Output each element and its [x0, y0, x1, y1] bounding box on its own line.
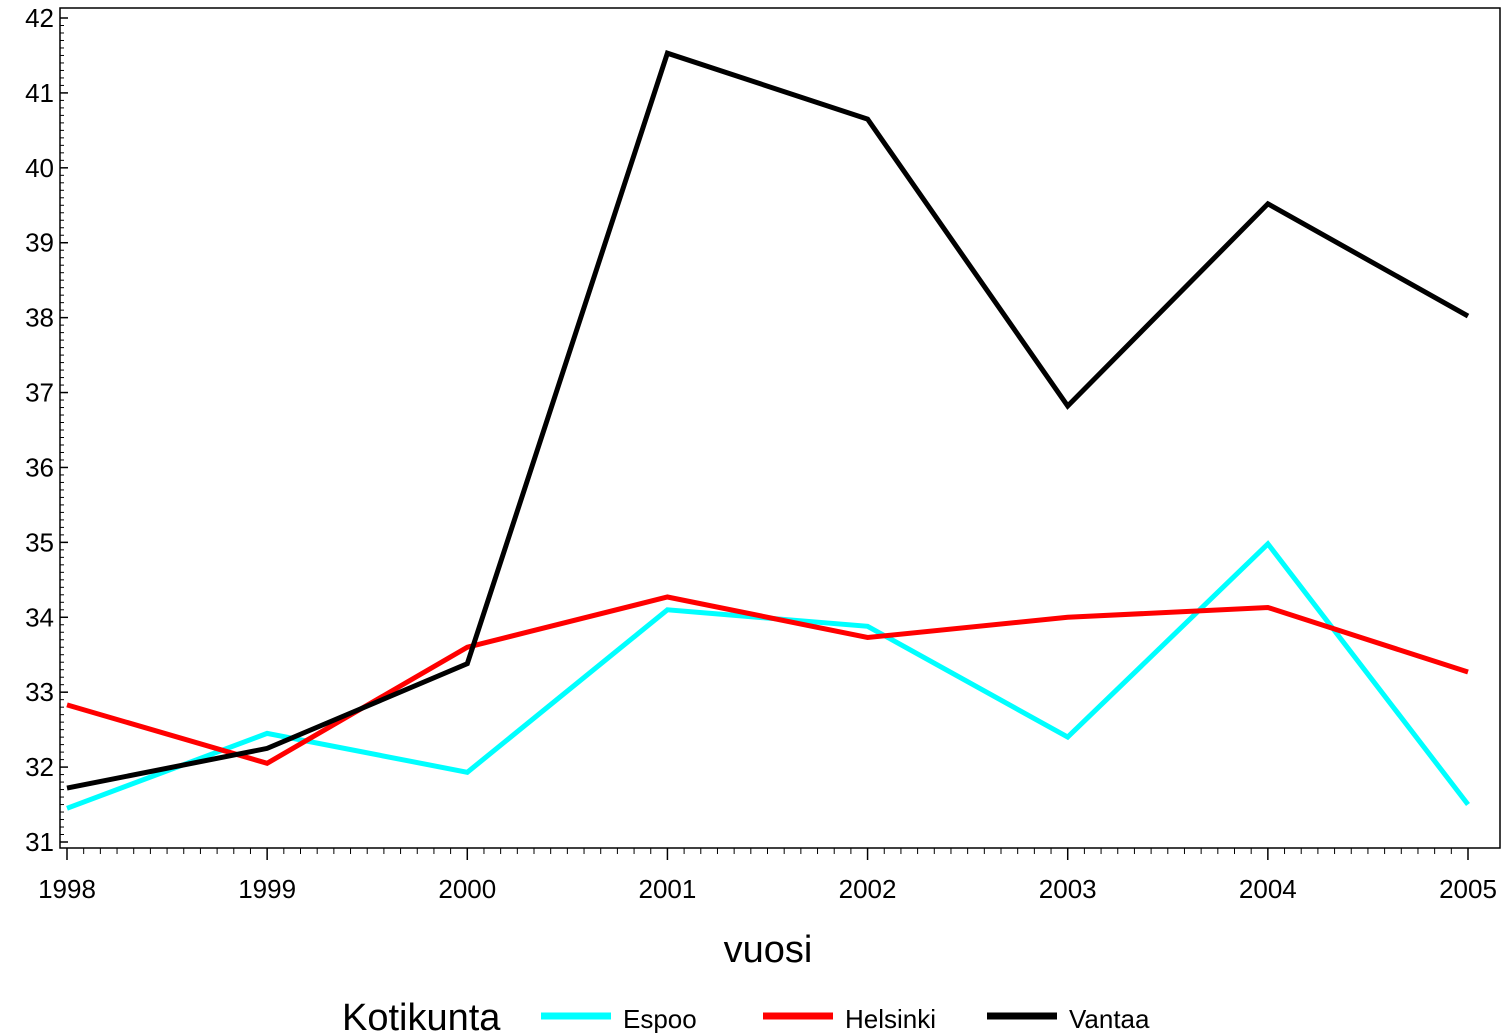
y-tick-label: 37 [25, 378, 54, 408]
x-tick-label: 2003 [1039, 874, 1097, 904]
series-line-espoo [66, 540, 1470, 811]
series-line-helsinki [66, 594, 1469, 766]
legend-label-helsinki: Helsinki [845, 1004, 936, 1033]
series-line-vantaa [66, 50, 1470, 791]
y-tick-label: 40 [25, 153, 54, 183]
y-tick-label: 31 [25, 827, 54, 857]
y-tick-label: 39 [25, 228, 54, 258]
y-tick-label: 32 [25, 752, 54, 782]
x-axis: 1998 1999 2000 2001 2002 2003 2004 2005 [38, 848, 1497, 904]
x-tick-label: 2002 [839, 874, 897, 904]
x-axis-title: vuosi [724, 929, 813, 971]
x-tick-label: 2001 [639, 874, 697, 904]
x-tick-label: 2005 [1439, 874, 1497, 904]
legend: Kotikunta Espoo Helsinki Vantaa [342, 997, 1150, 1033]
y-tick-label: 33 [25, 677, 54, 707]
legend-title: Kotikunta [342, 997, 501, 1033]
plot-frame [59, 7, 1501, 849]
y-tick-label: 42 [25, 3, 54, 33]
y-tick-label: 36 [25, 452, 54, 482]
x-tick-label: 1999 [238, 874, 296, 904]
y-tick-label: 38 [25, 303, 54, 333]
x-tick-label: 2000 [438, 874, 496, 904]
y-axis: 31 32 33 34 35 36 37 38 39 40 41 42 [25, 3, 68, 857]
x-tick-label: 1998 [38, 874, 96, 904]
series-layer [66, 50, 1470, 811]
x-tick-label: 2004 [1239, 874, 1297, 904]
legend-label-vantaa: Vantaa [1069, 1004, 1150, 1033]
y-tick-label: 41 [25, 78, 54, 108]
y-tick-label: 34 [25, 602, 54, 632]
y-tick-label: 35 [25, 527, 54, 557]
legend-label-espoo: Espoo [623, 1004, 697, 1033]
